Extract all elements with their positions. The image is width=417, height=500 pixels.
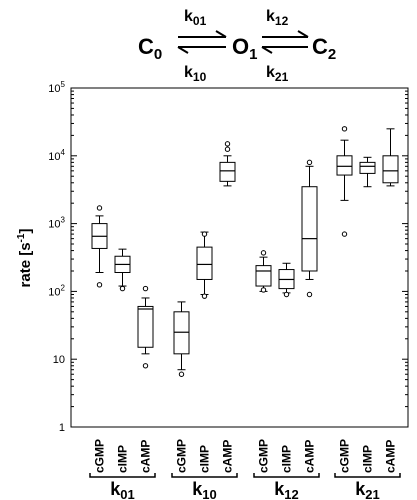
- kinetic-scheme: C0 O1 C2 k01 k10 k12 k21: [138, 8, 336, 84]
- group-bracket: [171, 473, 238, 478]
- box-camp-k10: [219, 141, 236, 187]
- outlier-point: [341, 231, 348, 237]
- box-cgmp-k01: [91, 205, 108, 288]
- outlier-point: [142, 363, 149, 369]
- iqr-box: [137, 305, 154, 348]
- y-tick-label: 10: [53, 354, 65, 366]
- state-o1: O1: [232, 34, 257, 63]
- group-label-k10: k10: [192, 479, 216, 500]
- outlier-point: [178, 371, 185, 377]
- category-label-cimp: cIMP: [361, 445, 375, 473]
- y-tick-label: 1: [59, 422, 65, 434]
- box-group-k12: [255, 159, 318, 298]
- iqr-box: [173, 311, 190, 355]
- box-camp-k12: [301, 159, 318, 298]
- y-axis-ticks: 1 10 102 103 104 105: [48, 80, 408, 434]
- outlier-point: [283, 291, 290, 298]
- y-tick-label: 104: [48, 148, 65, 163]
- outlier-point: [260, 287, 267, 293]
- outlier-point: [96, 282, 103, 288]
- rate-label-k21: k21: [266, 64, 289, 84]
- state-c0: C0: [138, 34, 162, 63]
- group-label-k01: k01: [110, 479, 134, 500]
- category-label-cimp: cIMP: [280, 445, 294, 473]
- iqr-box: [255, 265, 272, 287]
- outlier-point: [201, 231, 208, 237]
- box-cgmp-k12: [255, 250, 272, 293]
- rate-label-k12: k12: [266, 8, 289, 28]
- outlier-point: [341, 126, 348, 132]
- plot-frame: [70, 87, 409, 428]
- iqr-box: [301, 186, 318, 272]
- category-label-cimp: cIMP: [198, 445, 212, 473]
- iqr-box: [336, 155, 353, 176]
- category-label-cgmp: cGMP: [93, 439, 107, 473]
- iqr-box: [219, 161, 236, 182]
- iqr-box: [359, 161, 376, 174]
- y-tick-label: 105: [48, 80, 65, 95]
- iqr-box: [196, 246, 213, 280]
- box-group-k01: [91, 205, 154, 369]
- outlier-point: [201, 293, 208, 299]
- box-cimp-k01: [114, 248, 131, 292]
- group-label-k12: k12: [274, 479, 298, 500]
- box-camp-k01: [137, 285, 154, 369]
- group-bracket: [89, 473, 156, 478]
- rate-label-k10: k10: [184, 64, 207, 84]
- outlier-point: [224, 146, 231, 152]
- outlier-point: [306, 291, 313, 298]
- y-tick-label: 103: [48, 216, 65, 231]
- equilibrium-arrow-o1-c2: [261, 30, 309, 54]
- box-cgmp-k21: [336, 126, 353, 237]
- category-label-cimp: cIMP: [116, 445, 130, 473]
- box-camp-k21: [382, 128, 399, 187]
- box-group-k10: [173, 141, 236, 377]
- outlier-point: [96, 205, 103, 211]
- outlier-point: [119, 285, 126, 292]
- category-label-camp: cAMP: [384, 440, 398, 473]
- category-label-cgmp: cGMP: [175, 439, 189, 473]
- y-tick-label: 102: [48, 283, 65, 298]
- category-label-camp: cAMP: [221, 440, 235, 473]
- outlier-point: [260, 250, 267, 256]
- category-label-cgmp: cGMP: [257, 439, 271, 473]
- box-cgmp-k10: [173, 301, 190, 377]
- box-cimp-k12: [278, 262, 295, 298]
- group-label-k21: k21: [355, 479, 379, 500]
- outlier-point: [224, 141, 231, 147]
- group-bracket: [253, 473, 320, 478]
- box-group-k21: [336, 126, 399, 237]
- outlier-point: [306, 159, 313, 166]
- rate-label-k01: k01: [184, 8, 207, 28]
- box-series: [91, 126, 399, 377]
- group-bracket: [334, 473, 401, 478]
- category-label-cgmp: cGMP: [338, 439, 352, 473]
- equilibrium-arrow-c0-o1: [177, 30, 227, 54]
- y-axis-label: rate [s-1]: [16, 229, 34, 288]
- category-label-camp: cAMP: [139, 440, 153, 473]
- box-cimp-k21: [359, 156, 376, 188]
- outlier-point: [142, 285, 149, 292]
- iqr-box: [382, 155, 399, 184]
- state-c2: C2: [312, 34, 336, 63]
- category-label-camp: cAMP: [303, 440, 317, 473]
- box-cimp-k10: [196, 231, 213, 299]
